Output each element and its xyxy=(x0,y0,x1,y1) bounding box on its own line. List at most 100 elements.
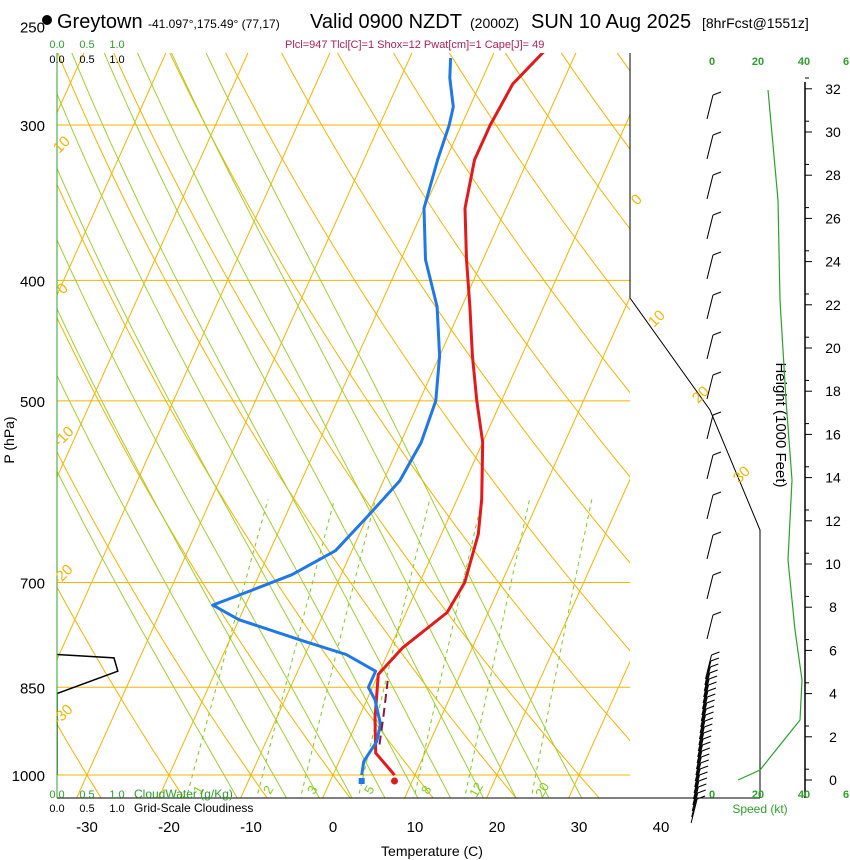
speed-label: Speed (kt) xyxy=(732,802,787,816)
wind-barb xyxy=(706,611,722,640)
wind-barb xyxy=(706,411,722,440)
height-tick-label: 14 xyxy=(825,470,841,486)
barb-staff xyxy=(693,774,700,800)
barb-staff xyxy=(696,744,703,770)
barb-staff xyxy=(703,666,711,692)
mixing-ratio-label: 2 xyxy=(260,783,277,797)
cloudiness-scale-bottom: 1.0 xyxy=(109,803,124,815)
barb-flag xyxy=(704,717,714,722)
barb-flag xyxy=(712,491,722,496)
isotherm-label: 0 xyxy=(628,191,646,209)
cloudiness-scale-top: 0.5 xyxy=(79,54,94,66)
barb-flag xyxy=(712,451,722,456)
x-tick-label: 0 xyxy=(329,819,337,836)
isotherm-line xyxy=(240,53,577,798)
height-tick-label: 10 xyxy=(825,556,841,572)
barb-staff xyxy=(692,780,700,806)
dry-adiabat xyxy=(57,53,517,798)
dry-adiabat xyxy=(57,451,268,798)
wind-barb xyxy=(691,783,707,812)
dry-adiabat xyxy=(225,53,630,652)
cloudwater-label: CloudWater (g/Kg) xyxy=(134,787,233,801)
barb-flag xyxy=(705,705,715,710)
height-axis-title: Height (1000 Feet) xyxy=(772,362,789,487)
barb-flag xyxy=(698,783,707,788)
barb-flag xyxy=(699,771,708,776)
dry-adiabat xyxy=(616,53,630,72)
y-axis-title: P (hPa) xyxy=(1,416,17,463)
wind-barb xyxy=(706,491,722,520)
height-tick-label: 2 xyxy=(829,729,837,745)
dry-adiabat xyxy=(57,316,351,798)
height-tick-label: 4 xyxy=(829,686,837,702)
utc-time: (2000Z) xyxy=(470,15,519,31)
surface-temperature-marker xyxy=(391,777,398,785)
wind-barb xyxy=(696,735,712,764)
barb-flag xyxy=(708,675,718,680)
barb-staff xyxy=(694,756,702,782)
isotherm-line xyxy=(322,113,630,798)
height-tick-label: 24 xyxy=(825,254,841,270)
isotherm-label: 10 xyxy=(645,307,669,331)
cloudwater-scale-bottom: 1.0 xyxy=(109,789,124,801)
height-tick-label: 16 xyxy=(825,426,841,442)
speed-tick-top: 20 xyxy=(752,56,764,68)
isotherm-line xyxy=(76,53,413,798)
isotherm-label: -20 xyxy=(49,561,76,588)
barb-staff xyxy=(705,654,712,680)
barb-staff xyxy=(700,696,708,722)
isotherm-line xyxy=(404,296,630,798)
pressure-tick-label: 850 xyxy=(20,680,45,697)
parcel-line xyxy=(378,680,389,745)
wind-barb xyxy=(706,171,722,200)
barb-flag xyxy=(712,531,722,536)
barb-flag xyxy=(703,729,712,734)
height-tick-label: 6 xyxy=(829,642,837,658)
barb-flag xyxy=(712,131,722,136)
height-tick-label: 26 xyxy=(825,210,841,226)
barb-flag xyxy=(712,211,722,216)
barb-staff xyxy=(706,134,714,160)
barb-flag xyxy=(707,693,716,698)
barb-staff xyxy=(706,374,714,400)
barb-staff xyxy=(706,174,714,200)
x-tick-label: 20 xyxy=(489,819,506,836)
wind-barb xyxy=(706,291,722,320)
barb-flag xyxy=(712,251,722,256)
barb-staff xyxy=(704,660,712,686)
wind-barb xyxy=(694,753,710,782)
cloudwater-scale-top: 0.0 xyxy=(49,39,64,51)
sounding-parameters: Plcl=947 Tlcl[C]=1 Shox=12 Pwat[cm]=1 Ca… xyxy=(285,39,544,51)
barb-staff xyxy=(700,702,708,728)
forecast-info: [8hrFcst@1551z] xyxy=(702,15,809,31)
isotherm-label: -30 xyxy=(49,701,76,728)
barb-staff xyxy=(706,334,714,360)
barb-staff xyxy=(693,768,701,794)
wind-barb xyxy=(691,789,706,818)
speed-tick-bottom: 20 xyxy=(752,789,764,801)
barb-staff xyxy=(690,798,698,824)
barb-flag xyxy=(702,741,711,746)
barb-staff xyxy=(706,534,714,560)
location-bullet xyxy=(42,15,52,25)
x-tick-label: -30 xyxy=(76,819,98,836)
barb-staff xyxy=(706,94,714,120)
barb-flag xyxy=(699,765,709,770)
mixing-ratio-label: 8 xyxy=(418,783,435,797)
forecast-date: SUN 10 Aug 2025 xyxy=(531,11,691,33)
sounding-lines xyxy=(57,53,545,785)
moist-adiabat xyxy=(205,53,583,798)
speed-tick-top: 6 xyxy=(843,56,849,68)
wind-panel-boundary xyxy=(629,297,761,798)
cloudwater-scale-top: 1.0 xyxy=(109,39,124,51)
dry-adiabat xyxy=(662,37,850,801)
cloudiness-scale-top: 1.0 xyxy=(109,54,124,66)
mixing-ratio-line xyxy=(185,499,269,798)
wind-barb xyxy=(706,131,722,160)
dry-adiabat xyxy=(337,53,630,478)
wind-speed-profile xyxy=(737,89,803,781)
barb-staff xyxy=(702,684,709,710)
dry-adiabat xyxy=(504,53,630,230)
